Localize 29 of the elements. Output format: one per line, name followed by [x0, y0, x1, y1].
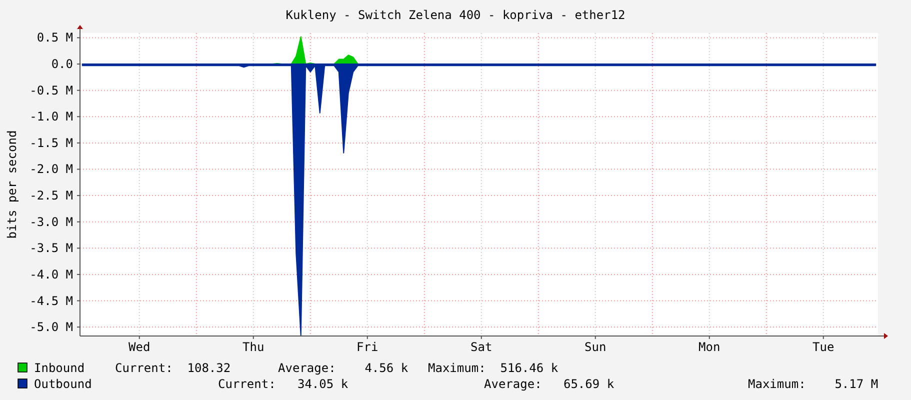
y-tick-label: -4.0 M: [30, 267, 73, 282]
text: Average: 65.69 k: [484, 377, 615, 391]
y-tick-label: -5.0 M: [30, 320, 73, 334]
y-tick-label: -4.5 M: [30, 294, 73, 308]
y-tick-label: -0.5 M: [30, 83, 73, 98]
text: Average: 4.56 k: [278, 361, 409, 375]
legend-label: Outbound: [34, 377, 92, 391]
y-tick-label: -3.5 M: [30, 241, 73, 256]
y-tick-label: -1.5 M: [30, 136, 73, 150]
y-tick-label: -2.5 M: [30, 188, 73, 203]
y-tick-label: 0.0: [51, 57, 73, 72]
y-tick-label: -3.0 M: [30, 214, 73, 229]
text: Current: 34.05 k: [218, 377, 349, 391]
x-tick-label: Fri: [356, 340, 378, 354]
x-tick-label: Wed: [128, 340, 150, 354]
x-tick-label: Sun: [584, 340, 606, 354]
x-tick-label: Thu: [242, 340, 264, 354]
text: Current: 108.32: [115, 361, 231, 375]
chart-title: Kukleny - Switch Zelena 400 - kopriva - ether12: [286, 8, 626, 22]
y-tick-label: -1.0 M: [30, 110, 73, 124]
text: Maximum: 516.46 k: [428, 361, 559, 375]
y-tick-label: 0.5 M: [36, 30, 73, 45]
x-tick-label: Mon: [698, 340, 720, 354]
x-tick-label: Tue: [812, 340, 834, 354]
legend-label: Inbound: [34, 361, 85, 375]
y-tick-label: -2.0 M: [30, 162, 73, 176]
text: Maximum: 5.17 M: [748, 377, 878, 391]
y-axis-title: bits per second: [5, 130, 19, 239]
x-tick-label: Sat: [470, 340, 492, 354]
